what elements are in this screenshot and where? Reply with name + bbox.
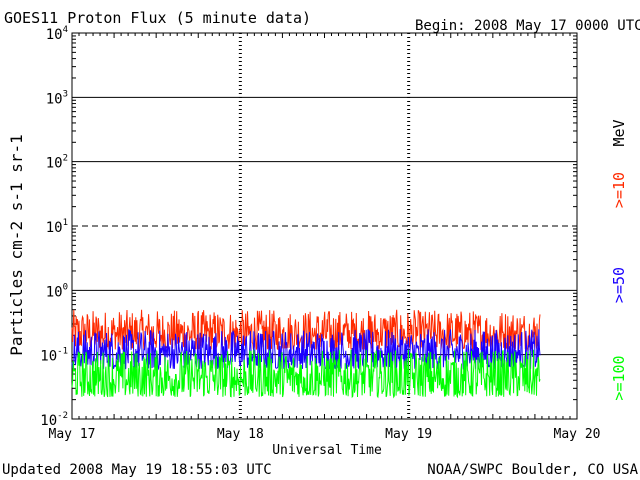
y-tick-label: 102	[46, 154, 68, 172]
x-tick-label: May 19	[385, 427, 432, 442]
updated-label: Updated 2008 May 19 18:55:03 UTC	[2, 462, 272, 478]
legend: MeV >=10 >=50 >=100	[610, 119, 628, 400]
chart-title: GOES11 Proton Flux (5 minute data)	[4, 9, 311, 27]
y-tick-label: 101	[46, 218, 68, 236]
x-tick-label: May 20	[554, 427, 601, 442]
credit-label: NOAA/SWPC Boulder, CO USA	[427, 462, 638, 478]
y-tick-label: 10-1	[40, 347, 68, 365]
y-tick-label: 10-2	[40, 411, 68, 429]
begin-label: Begin: 2008 May 17 0000 UTC	[415, 18, 640, 34]
x-tick-label: May 17	[49, 427, 96, 442]
series-group	[71, 309, 541, 399]
legend-entry: >=10	[610, 172, 628, 208]
y-tick-labels: 10-2 10-1 100 101 102 103 104	[40, 25, 68, 429]
legend-entry: >=50	[610, 267, 628, 303]
series-line	[71, 349, 541, 399]
y-tick-label: 100	[46, 282, 68, 300]
legend-units: MeV	[610, 119, 628, 146]
x-tick-label: May 18	[217, 427, 264, 442]
y-axis-label: Particles cm-2 s-1 sr-1	[7, 134, 26, 356]
day-tick-marks	[72, 33, 577, 419]
y-tick-label: 103	[46, 89, 68, 107]
x-axis-label: Universal Time	[272, 443, 382, 458]
legend-entry: >=100	[610, 355, 628, 400]
y-tick-label: 104	[46, 25, 68, 43]
x-tick-labels: May 17 May 18 May 19 May 20	[49, 427, 601, 442]
